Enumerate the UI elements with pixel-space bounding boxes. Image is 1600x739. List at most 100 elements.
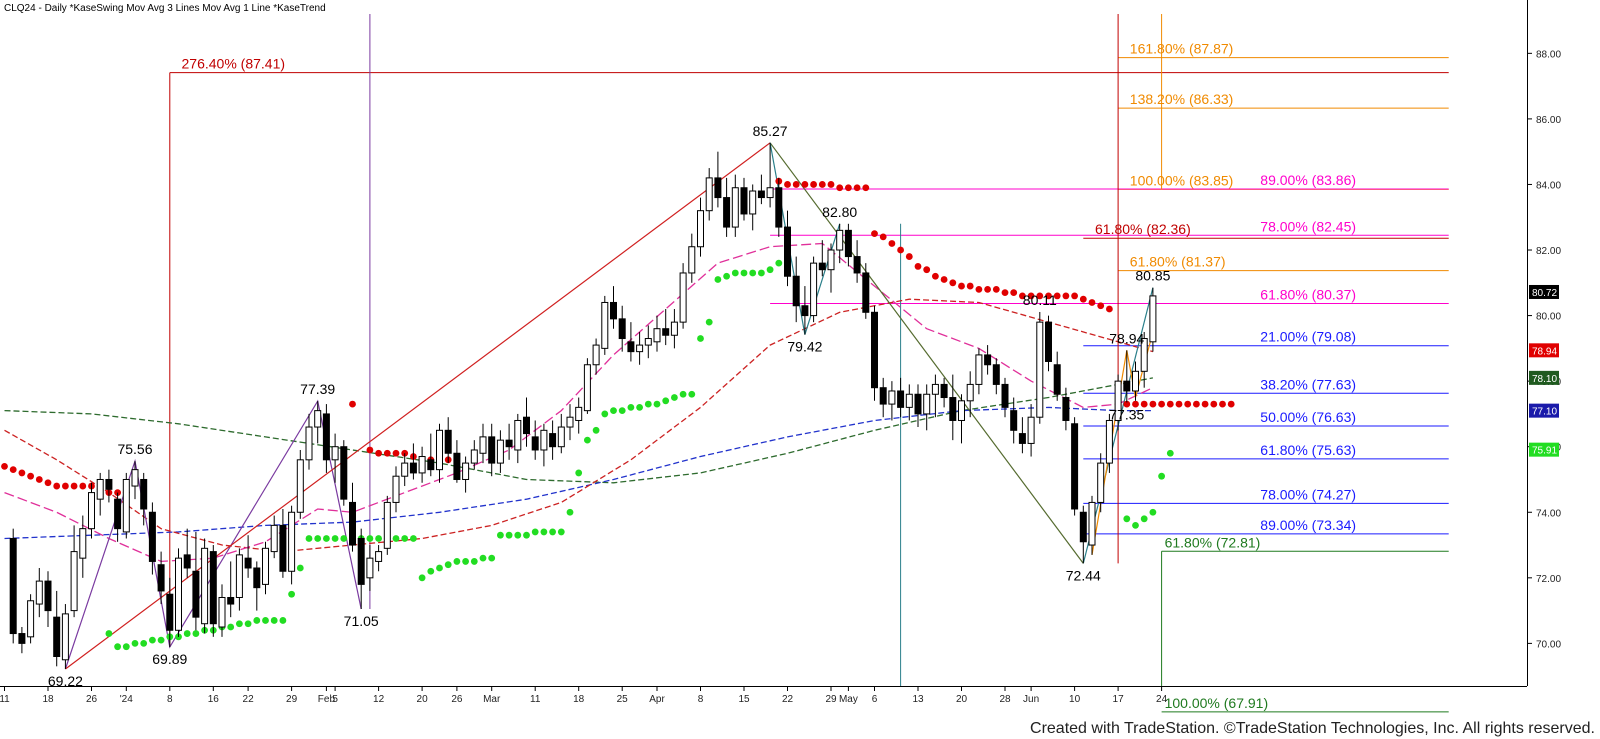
- kase-red-dot: [1036, 292, 1044, 300]
- candle-down: [1001, 383, 1009, 408]
- kase-green-dot: [1166, 449, 1174, 457]
- swing-value-label: 77.35: [1109, 406, 1144, 422]
- axes-layer: 70.0072.0074.0076.0078.0080.0082.0084.00…: [0, 0, 1561, 705]
- price-tag-box: [1529, 343, 1559, 358]
- kase-green-dot: [749, 269, 757, 277]
- kase-green-dot: [105, 630, 113, 637]
- candle-up: [975, 354, 983, 385]
- candle-down: [714, 177, 722, 199]
- kase-green-dot: [488, 554, 496, 562]
- swing-value-label: 77.39: [300, 381, 335, 397]
- kase-green-dot: [1140, 515, 1148, 523]
- x-axis-tick-label: 17: [1113, 694, 1125, 705]
- candle-down: [427, 459, 435, 471]
- candle-up: [592, 344, 600, 366]
- x-axis-tick-label: 28: [999, 694, 1011, 705]
- candle-down: [723, 197, 731, 228]
- kase-green-dot: [236, 620, 243, 628]
- kase-red-dot: [1106, 305, 1113, 313]
- candle-up: [1088, 501, 1096, 546]
- kase-red-dot: [845, 184, 852, 192]
- fib-level-label: 61.80% (80.37): [1260, 286, 1356, 302]
- moving-average-line: [4, 377, 1154, 484]
- kase-red-dot: [1088, 299, 1096, 306]
- x-axis-tick-label: 18: [42, 694, 54, 705]
- kase-green-dot: [549, 528, 556, 536]
- kase-green-dot: [697, 335, 704, 342]
- kase-green-dot: [514, 531, 522, 539]
- kase-green-dot: [462, 558, 469, 565]
- candle-down: [349, 501, 356, 546]
- candle-down: [523, 416, 530, 435]
- candle-down: [340, 446, 348, 500]
- kase-green-dot: [296, 564, 304, 572]
- kase-red-dot: [70, 482, 78, 490]
- candle-up: [1132, 370, 1139, 392]
- candle-down: [984, 354, 992, 366]
- kase-green-dot: [679, 390, 687, 398]
- candle-up: [958, 400, 965, 421]
- candle-down: [357, 537, 365, 585]
- candle-down: [775, 187, 783, 228]
- candle-down: [879, 387, 887, 405]
- kase-red-dot: [897, 246, 904, 254]
- x-axis-tick-label: 22: [782, 694, 794, 705]
- x-axis-tick-label: '24: [120, 694, 133, 705]
- kase-green-dot: [305, 535, 313, 542]
- kase-red-dot: [871, 230, 878, 238]
- kase-green-dot: [1149, 508, 1157, 516]
- x-axis-tick-label: 24: [1156, 694, 1168, 705]
- price-tag-box: [1529, 284, 1559, 299]
- candle-down: [531, 436, 539, 451]
- kase-red-dot: [1175, 400, 1183, 408]
- price-tag-label: 77.10: [1532, 407, 1557, 418]
- candle-up: [697, 210, 704, 248]
- kase-red-dot: [818, 181, 826, 188]
- kase-green-dot: [140, 639, 148, 647]
- fib-level-label: 38.20% (77.63): [1260, 376, 1356, 392]
- kase-red-dot: [792, 181, 800, 188]
- fib-level-label: 89.00% (73.34): [1260, 517, 1356, 533]
- candle-up: [514, 419, 522, 451]
- kase-red-dot: [1010, 289, 1018, 297]
- y-axis-tick-label: 74.00: [1536, 508, 1561, 519]
- kase-red-dot: [1227, 400, 1235, 408]
- kase-red-dot: [1210, 400, 1218, 408]
- kase-red-dot: [958, 282, 965, 290]
- candle-up: [888, 390, 896, 405]
- kase-red-dot: [392, 449, 400, 457]
- price-tag-box: [1529, 370, 1559, 385]
- kase-green-dot: [575, 469, 583, 477]
- candle-down: [757, 190, 765, 199]
- candle-up: [1027, 416, 1035, 444]
- x-axis-tick-label: 26: [86, 694, 98, 705]
- kase-red-dot: [905, 253, 913, 260]
- candle-up: [670, 321, 678, 336]
- candle-down: [1079, 511, 1087, 543]
- candle-down: [618, 318, 626, 340]
- x-axis-tick-label: 16: [208, 694, 220, 705]
- kase-red-dot: [827, 181, 835, 188]
- kase-green-dot: [653, 400, 661, 408]
- kase-red-dot: [949, 279, 957, 287]
- swing-value-label: 72.44: [1066, 567, 1101, 583]
- candle-up: [35, 580, 43, 605]
- kase-green-dot: [279, 617, 287, 624]
- kase-green-dot: [453, 558, 461, 565]
- kase-green-dot: [540, 528, 548, 536]
- kase-red-dot: [879, 233, 887, 241]
- candle-up: [731, 187, 739, 228]
- fib-level-label: 89.00% (83.86): [1260, 172, 1356, 188]
- candle-down: [740, 187, 748, 215]
- kase-red-dot: [1149, 400, 1157, 408]
- kase-green-dot: [340, 535, 348, 542]
- kase-green-dot: [244, 620, 252, 628]
- kase-green-dot: [758, 269, 765, 277]
- candle-down: [453, 452, 461, 480]
- labels-layer: 276.40% (87.41) 161.80% (87.87) 138.20% (8…: [48, 41, 1356, 711]
- candle-down: [105, 478, 113, 490]
- swing-value-label: 71.05: [344, 613, 379, 629]
- candle-down: [549, 433, 557, 448]
- kase-red-dot: [940, 276, 948, 283]
